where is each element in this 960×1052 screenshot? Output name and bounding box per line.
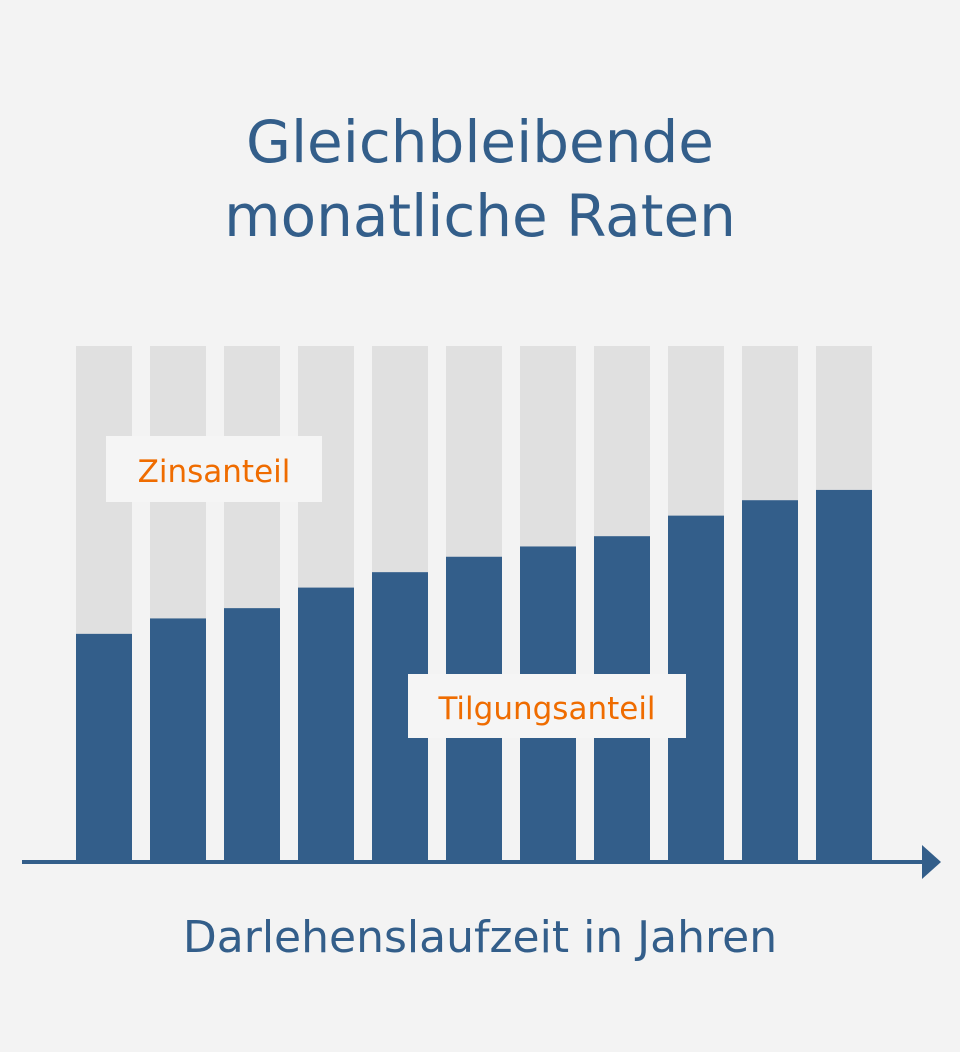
bar-tilgungsanteil-1 <box>76 633 132 860</box>
bar-zinsanteil-8 <box>594 346 650 537</box>
bar-tilgungsanteil-4 <box>298 587 354 860</box>
x-axis-label: Darlehenslaufzeit in Jahren <box>183 912 777 963</box>
bar-zinsanteil-11 <box>816 346 872 490</box>
bars-group <box>76 346 872 860</box>
bar-zinsanteil-7 <box>520 346 576 547</box>
bar-zinsanteil-6 <box>446 346 502 557</box>
zins-label: Zinsanteil <box>106 436 322 502</box>
x-axis <box>22 845 941 879</box>
tilgung-label: Tilgungsanteil <box>408 674 686 738</box>
zins-label-box <box>106 436 322 502</box>
tilgung-label-text: Tilgungsanteil <box>437 691 655 727</box>
chart-title-line-1: Gleichbleibende <box>246 108 714 176</box>
bar-tilgungsanteil-11 <box>816 489 872 860</box>
bar-zinsanteil-10 <box>742 346 798 501</box>
chart-title-line-2: monatliche Raten <box>224 182 736 250</box>
bar-zinsanteil-9 <box>668 346 724 516</box>
bar-zinsanteil-5 <box>372 346 428 573</box>
bar-tilgungsanteil-10 <box>742 500 798 860</box>
bar-tilgungsanteil-3 <box>224 608 280 860</box>
bar-tilgungsanteil-2 <box>150 618 206 860</box>
zins-label-text: Zinsanteil <box>138 454 291 490</box>
x-axis-arrow-icon <box>922 845 941 879</box>
tilgung-label-box <box>408 674 686 738</box>
